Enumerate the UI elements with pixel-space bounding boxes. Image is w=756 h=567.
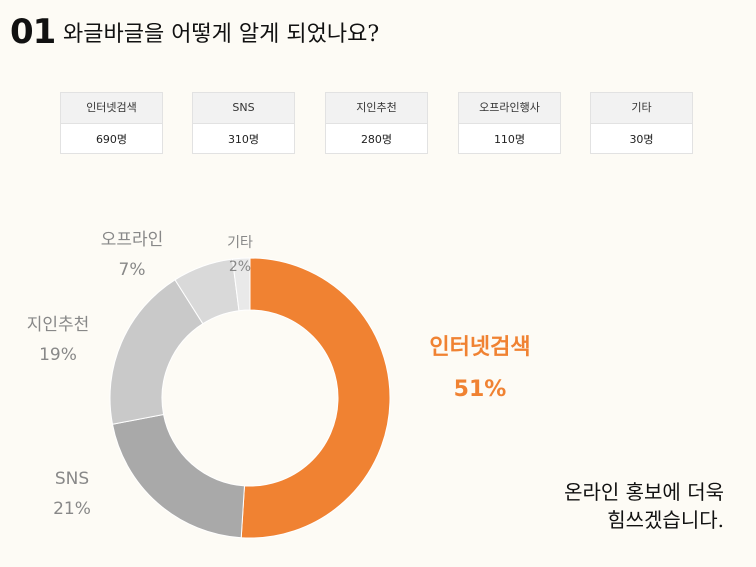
count-card-label: 오프라인행사	[459, 93, 560, 124]
count-card-value: 280명	[360, 133, 393, 146]
slice-label: 인터넷검색	[429, 335, 530, 360]
count-card-value: 110명	[493, 133, 526, 146]
slice-percent-label: 21%	[53, 499, 91, 519]
slice-label: 오프라인	[101, 230, 164, 250]
donut-slice	[111, 413, 246, 539]
count-card: 지인추천 280명	[325, 92, 428, 154]
donut-slice	[240, 257, 391, 539]
slice-percent-label: 51%	[454, 377, 507, 402]
closing-line-1: 온라인 홍보에 더욱	[564, 480, 724, 504]
count-card-label: 기타	[591, 93, 692, 124]
question-number: 01	[10, 12, 56, 52]
count-card: 인터넷검색 690명	[60, 92, 163, 154]
slice-percent-label: 19%	[39, 345, 77, 365]
slice-label: 기타	[227, 235, 253, 251]
question-title: 와글바글을 어떻게 알게 되었나요?	[63, 22, 380, 47]
count-card-label: SNS	[193, 93, 294, 124]
count-card: 기타 30명	[590, 92, 693, 154]
count-card: 오프라인행사 110명	[458, 92, 561, 154]
count-card: SNS 310명	[192, 92, 295, 154]
count-card-label: 지인추천	[326, 93, 427, 124]
count-card-value: 690명	[95, 133, 128, 146]
slice-label: 지인추천	[27, 315, 90, 335]
closing-message: 온라인 홍보에 더욱 힘쓰겠습니다.	[564, 478, 724, 534]
slice-label: SNS	[55, 469, 89, 489]
count-card-label: 인터넷검색	[61, 93, 162, 124]
response-count-table: 인터넷검색 690명 SNS 310명 지인추천 280명 오프라인행사 110…	[60, 92, 693, 156]
slice-percent-label: 7%	[119, 260, 146, 280]
count-card-value: 310명	[227, 133, 260, 146]
count-card-value: 30명	[629, 133, 654, 146]
slice-percent-label: 2%	[229, 259, 251, 275]
closing-line-2: 힘쓰겠습니다.	[607, 508, 724, 532]
donut-slice	[231, 257, 251, 312]
